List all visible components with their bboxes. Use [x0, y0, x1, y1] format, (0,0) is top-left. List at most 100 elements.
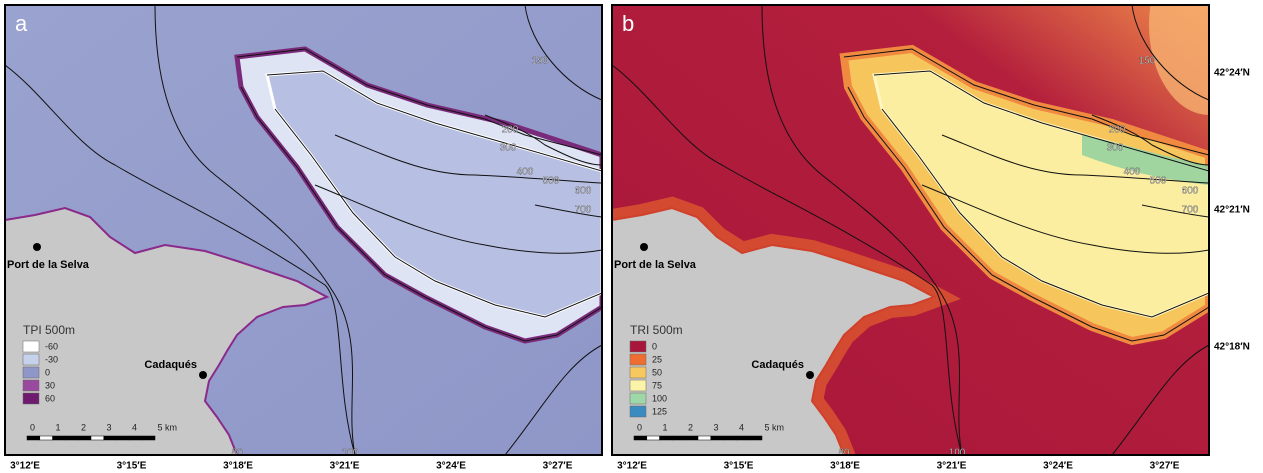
lon-label: 3°18′E	[223, 461, 253, 472]
scale-label: 1	[56, 422, 61, 432]
scale-label: 1	[663, 422, 668, 432]
scale-segment	[711, 436, 724, 440]
legend-swatch	[630, 393, 646, 404]
contour-label: 600	[575, 186, 592, 197]
contour-label: 200	[1109, 125, 1126, 136]
lon-label: 3°27′E	[543, 461, 573, 472]
scale-segment	[672, 436, 685, 440]
scale-segment	[65, 436, 78, 440]
legend-swatch	[630, 354, 646, 365]
place-name: Cadaqués	[144, 359, 197, 371]
scale-segment	[647, 436, 660, 440]
scale-label: 2	[688, 422, 693, 432]
legend-label: 60	[45, 393, 55, 403]
panel-letter: a	[15, 11, 28, 36]
scale-label: 3	[107, 422, 112, 432]
scale-segment	[40, 436, 53, 440]
scale-segment	[736, 436, 749, 440]
figure: 15020030040050060070080100Port de la Sel…	[0, 0, 1263, 473]
contour-label: 80	[231, 448, 243, 459]
scale-label: 0	[30, 422, 35, 432]
legend-label: 125	[652, 406, 667, 416]
place-name: Cadaqués	[751, 359, 804, 371]
contour-label: 100	[342, 448, 359, 459]
legend-swatch	[23, 380, 39, 391]
contour-label: 80	[838, 448, 850, 459]
scale-segment	[749, 436, 762, 440]
map-body: 15020030040050060070080100Port de la Sel…	[5, 5, 602, 459]
legend-label: 0	[652, 341, 657, 351]
scale-label: 5 km	[765, 422, 785, 432]
legend-swatch	[630, 380, 646, 391]
contour-label: 400	[517, 167, 534, 178]
legend-swatch	[23, 367, 39, 378]
legend-title: TPI 500m	[23, 323, 75, 337]
contour-label: 100	[949, 448, 966, 459]
scale-label: 3	[714, 422, 719, 432]
contour-label: 300	[500, 143, 517, 154]
legend-swatch	[630, 367, 646, 378]
place-dot	[640, 243, 648, 251]
contour-label: 600	[1182, 186, 1199, 197]
scale-segment	[660, 436, 673, 440]
scale-segment	[685, 436, 698, 440]
contour-label: 700	[575, 205, 592, 216]
contour-label: 300	[1107, 143, 1124, 154]
scale-segment	[117, 436, 130, 440]
lon-label: 3°15′E	[724, 461, 754, 472]
legend-label: 25	[652, 354, 662, 364]
scale-segment	[129, 436, 142, 440]
scale-label: 5 km	[158, 422, 178, 432]
legend-swatch	[23, 354, 39, 365]
scale-segment	[104, 436, 117, 440]
contour-label: 700	[1182, 205, 1199, 216]
scale-label: 0	[637, 422, 642, 432]
legend-label: 30	[45, 380, 55, 390]
contour-label: 200	[502, 125, 519, 136]
contour-label: 150	[1139, 56, 1156, 67]
scale-label: 4	[739, 422, 744, 432]
contour-label: 400	[1124, 167, 1141, 178]
legend-label: -30	[45, 354, 58, 364]
contour-label: 150	[532, 56, 549, 67]
place-dot	[33, 243, 41, 251]
scale-segment	[724, 436, 737, 440]
lon-label: 3°21′E	[937, 461, 967, 472]
place-name: Port de la Selva	[614, 259, 697, 271]
legend-label: -60	[45, 341, 58, 351]
legend-title: TRI 500m	[630, 323, 683, 337]
scale-segment	[634, 436, 647, 440]
legend-swatch	[23, 341, 39, 352]
contour-label: 500	[543, 176, 560, 187]
place-dot	[199, 371, 207, 379]
scale-segment	[27, 436, 40, 440]
legend-label: 75	[652, 380, 662, 390]
lon-label: 3°24′E	[436, 461, 466, 472]
scale-segment	[142, 436, 155, 440]
legend-label: 0	[45, 367, 50, 377]
lat-label: 42°21′N	[1214, 205, 1250, 216]
lat-label: 42°24′N	[1214, 68, 1250, 79]
contour-label: 500	[1150, 176, 1167, 187]
lon-label: 3°18′E	[830, 461, 860, 472]
legend-label: 50	[652, 367, 662, 377]
lon-label: 3°24′E	[1043, 461, 1073, 472]
lat-label: 42°18′N	[1214, 342, 1250, 353]
legend-swatch	[630, 341, 646, 352]
legend-swatch	[630, 406, 646, 417]
panel-letter: b	[622, 11, 634, 36]
place-name: Port de la Selva	[7, 259, 90, 271]
scale-segment	[53, 436, 66, 440]
scale-segment	[91, 436, 104, 440]
scale-segment	[78, 436, 91, 440]
scale-label: 2	[81, 422, 86, 432]
scale-label: 4	[132, 422, 137, 432]
place-dot	[806, 371, 814, 379]
lon-label: 3°12′E	[617, 461, 647, 472]
lon-label: 3°15′E	[117, 461, 147, 472]
lon-label: 3°21′E	[330, 461, 360, 472]
lon-label: 3°27′E	[1150, 461, 1180, 472]
